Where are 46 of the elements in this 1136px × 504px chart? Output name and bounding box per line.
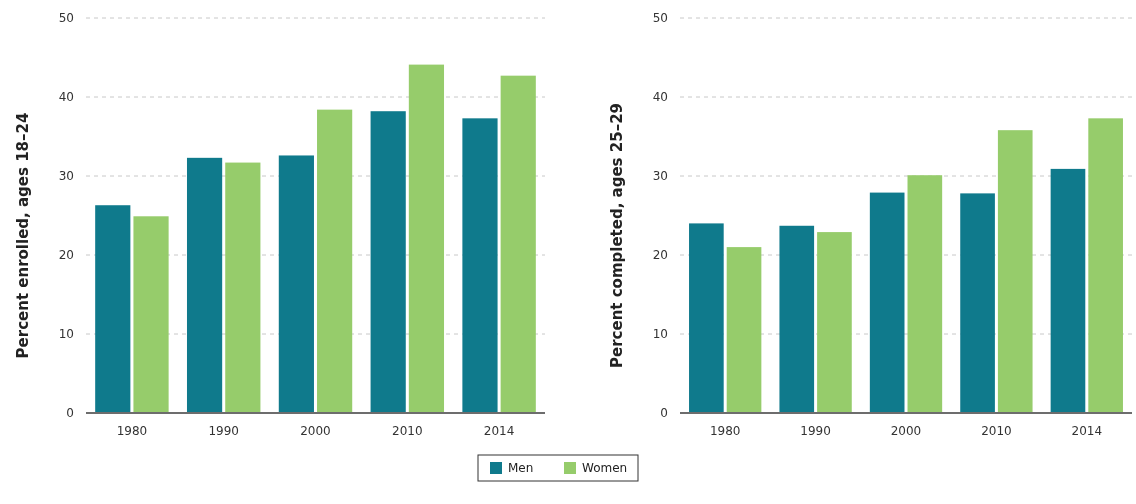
bar [960,193,995,413]
x-tick-label: 1980 [709,424,741,438]
bar [500,75,536,413]
bar [997,130,1033,413]
y-axis-title: Percent enrolled, ages 18–24 [14,112,32,359]
bar [95,205,131,413]
bar [133,216,169,413]
x-tick-label: 2000 [300,424,331,438]
bar [726,247,762,413]
y-tick-label: 30 [58,169,74,184]
x-tick-label: 1990 [800,424,831,438]
bar [817,232,852,413]
y-tick-label: 10 [58,327,74,342]
bar [907,175,943,413]
y-tick-label: 20 [58,248,74,263]
y-axis-title: Percent completed, ages 25–29 [608,102,626,369]
bar [689,223,724,413]
bar [278,155,314,413]
bar [1050,168,1086,413]
y-tick-label: 20 [652,248,668,263]
y-tick-label: 40 [652,90,668,105]
y-tick-label: 10 [652,327,668,342]
bar [317,109,353,413]
bar [225,162,261,413]
legend-label: Women [582,461,628,475]
y-tick-label: 30 [652,169,668,184]
bar [779,225,815,413]
legend-label: Men [508,461,534,475]
y-tick-label: 0 [66,406,74,421]
y-tick-label: 40 [58,90,74,105]
bar [462,118,498,413]
bar [408,64,445,413]
x-tick-label: 2000 [890,424,922,438]
y-tick-label: 0 [660,406,668,421]
x-tick-label: 2014 [1071,424,1103,438]
x-tick-label: 2010 [981,424,1012,438]
bar [1088,118,1123,413]
bar [869,192,905,413]
bar [186,157,223,413]
y-tick-label: 50 [652,11,668,26]
bar [370,111,406,413]
x-tick-label: 1980 [116,424,148,438]
x-tick-label: 1990 [208,424,239,438]
x-tick-label: 2014 [483,424,515,438]
x-tick-label: 2010 [392,424,423,438]
y-tick-label: 50 [58,11,74,26]
